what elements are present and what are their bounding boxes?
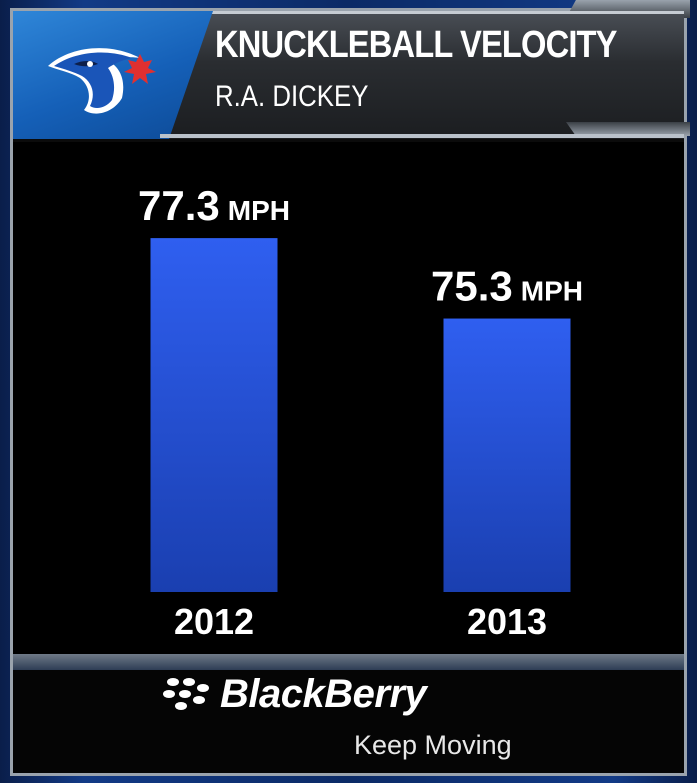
sponsor-tagline: Keep Moving [354, 730, 512, 760]
bar-chart: 77.3 MPH 2012 75.3 MPH 2013 [138, 182, 583, 642]
chart-title: KNUCKLEBALL VELOCITY [215, 24, 617, 66]
sponsor-panel [13, 670, 684, 773]
data-label-2013: 75.3 MPH [431, 263, 583, 310]
blue-jays-logo-icon [48, 48, 156, 114]
category-label-2012: 2012 [174, 601, 254, 642]
chart-subtitle: R.A. DICKEY [215, 80, 369, 113]
footer-divider [13, 654, 684, 670]
blackberry-logo-icon [163, 678, 209, 710]
frame-corner-mid [566, 122, 690, 136]
header-top-line [200, 11, 684, 14]
bar-2012 [150, 238, 278, 592]
category-label-2013: 2013 [467, 601, 547, 642]
chart-area: 77.3 MPH 2012 75.3 MPH 2013 [13, 142, 684, 654]
data-label-2012: 77.3 MPH [138, 182, 290, 229]
sponsor-brand: BlackBerry [220, 672, 427, 716]
header-divider [160, 134, 684, 138]
bar-2013 [443, 318, 571, 592]
